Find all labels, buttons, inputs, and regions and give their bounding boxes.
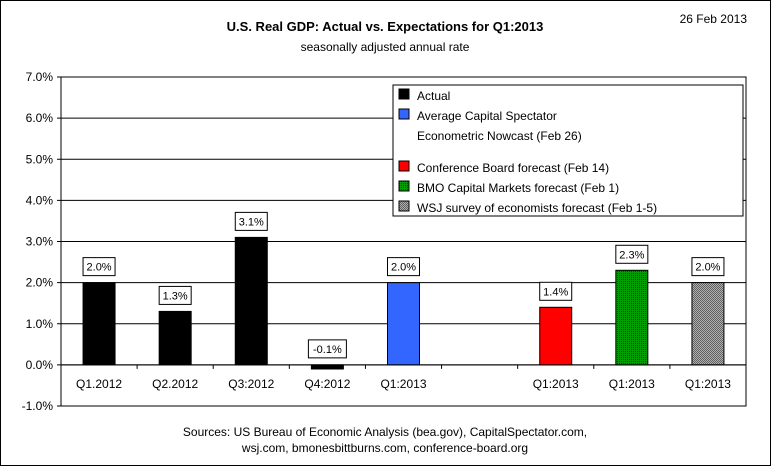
x-tick-label: Q1.2012 <box>76 377 122 391</box>
x-tick-label: Q1:2013 <box>609 377 655 391</box>
legend-swatch <box>398 108 410 120</box>
y-tick-label: 6.0% <box>26 111 54 125</box>
chart-date: 26 Feb 2013 <box>680 12 748 26</box>
data-label: 1.4% <box>543 286 568 298</box>
bar <box>158 310 192 366</box>
data-label: -0.1% <box>313 344 342 356</box>
data-label: 2.0% <box>695 262 720 274</box>
x-tick-label: Q2.2012 <box>152 377 198 391</box>
y-tick-label: 7.0% <box>26 70 54 84</box>
bar <box>82 282 116 366</box>
y-tick-label: 0.0% <box>26 358 54 372</box>
source-note-line-1: Sources: US Bureau of Economic Analysis … <box>183 425 587 439</box>
legend-label: Average Capital Spectator <box>417 109 557 123</box>
chart-subtitle: seasonally adjusted annual rate <box>301 40 470 54</box>
source-note-line-2: wsj.com, bmonesbittburns.com, conference… <box>241 441 528 455</box>
bar <box>387 282 420 366</box>
y-tick-label: 3.0% <box>26 235 54 249</box>
x-tick-label: Q1:2013 <box>380 377 426 391</box>
y-tick-label: 4.0% <box>26 193 54 207</box>
data-label: 3.1% <box>239 216 264 228</box>
legend-label: BMO Capital Markets forecast (Feb 1) <box>417 181 619 195</box>
legend-swatch <box>398 160 410 172</box>
data-label-box <box>539 281 573 301</box>
bar <box>615 269 649 366</box>
legend-label: Conference Board forecast (Feb 14) <box>417 161 609 175</box>
y-tick-label: 5.0% <box>26 152 54 166</box>
legend-swatch <box>398 180 410 192</box>
data-label-box <box>82 257 116 277</box>
plot-area-border <box>60 76 747 407</box>
x-axis-tick-labels: Q1.2012 Q2.2012 Q3:2012 Q4:2012 Q1:2013 Q1:20… <box>60 364 747 391</box>
data-label: 2.0% <box>391 262 416 274</box>
data-label-box <box>307 339 347 359</box>
bar <box>691 282 725 366</box>
x-tick-label: Q3:2012 <box>228 377 274 391</box>
data-label: 1.3% <box>163 290 188 302</box>
data-label-box <box>387 257 420 277</box>
data-label-box <box>234 211 268 231</box>
x-tick-label: Q4:2012 <box>304 377 350 391</box>
data-label: 2.3% <box>619 249 644 261</box>
y-tick-label: 1.0% <box>26 317 54 331</box>
legend-label: Actual <box>417 89 450 103</box>
x-tick-label: Q1:2013 <box>533 377 579 391</box>
data-labels: 2.0% 1.3% 3.1% -0.1% 2.0% 1.4% 2.3% 2.0% <box>82 211 725 359</box>
legend: Actual Average Capital Spectator Econometr… <box>392 84 744 217</box>
legend-label: Econometric Nowcast (Feb 26) <box>417 129 582 143</box>
data-label-box <box>158 285 192 305</box>
legend-box <box>392 84 744 217</box>
legend-label: WSJ survey of economists forecast (Feb 1… <box>417 201 657 215</box>
data-label-box <box>691 257 725 277</box>
bar <box>539 306 573 366</box>
x-tick-label: Q1:2013 <box>685 377 731 391</box>
data-label: 2.0% <box>87 262 112 274</box>
legend-swatch <box>398 200 410 212</box>
bars <box>82 236 725 370</box>
bar <box>310 364 344 370</box>
y-tick-label: -1.0% <box>22 399 54 413</box>
bar <box>234 236 268 366</box>
chart-title: U.S. Real GDP: Actual vs. Expectations f… <box>227 19 544 34</box>
legend-swatch <box>398 88 410 100</box>
y-axis-tick-labels: -1.0% 0.0% 1.0% 2.0% 3.0% 4.0% 5.0% 6.0% 7.0% <box>22 70 61 413</box>
data-label-box <box>615 244 649 264</box>
y-tick-label: 2.0% <box>26 276 54 290</box>
